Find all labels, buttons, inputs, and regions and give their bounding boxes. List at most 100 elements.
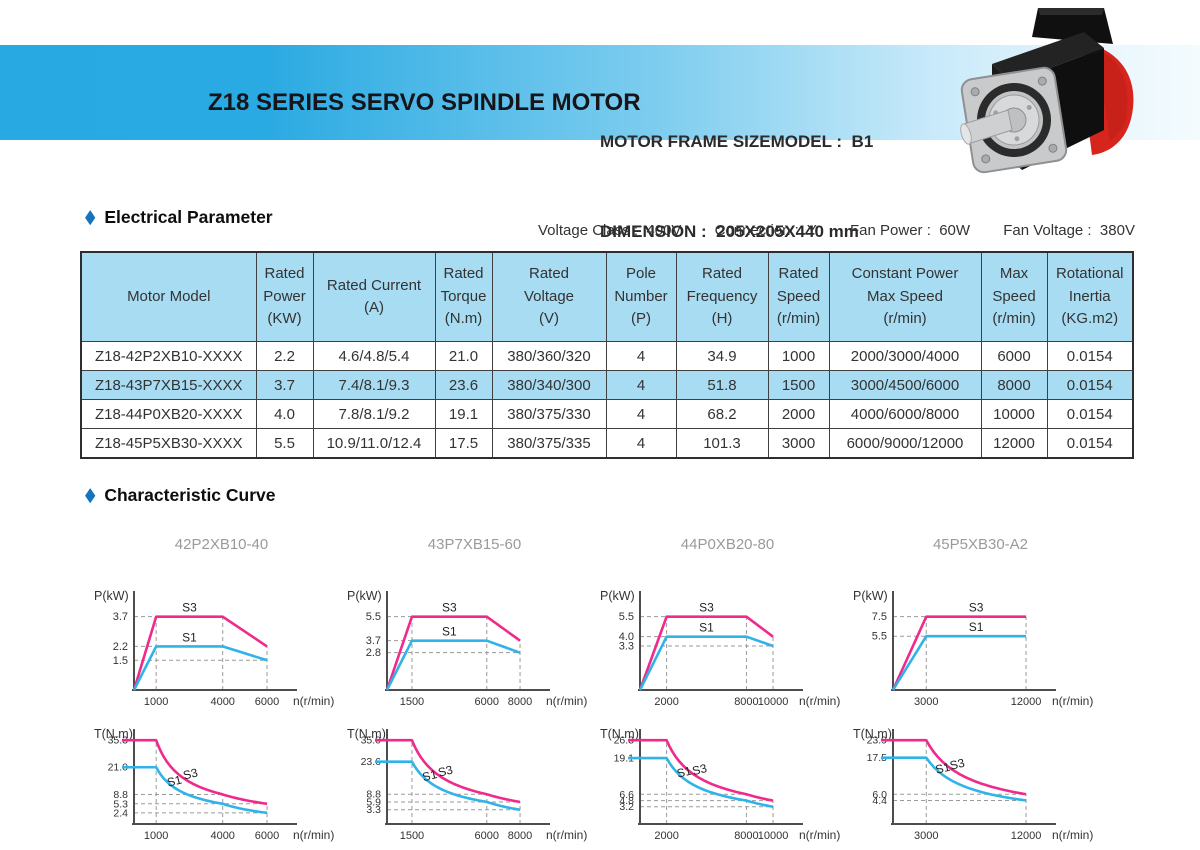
svg-text:S3: S3 — [182, 765, 200, 782]
parameters-table-wrap: Motor Model Rated Power (KW) Rated Current… — [80, 251, 1134, 459]
svg-text:3.3: 3.3 — [366, 804, 381, 816]
chart-title-1: 42P2XB10-40 — [174, 536, 269, 553]
svg-text:8000: 8000 — [734, 830, 758, 842]
page-title: Z18 SERIES SERVO SPINDLE MOTOR — [208, 89, 641, 116]
chart-title-2: 43P7XB15-60 — [427, 536, 522, 553]
table-cell: 10.9/11.0/12.4 — [312, 428, 436, 459]
table-row: Z18-45P5XB30-XXXX 5.5 10.9/11.0/12.4 17.5 38… — [80, 428, 1134, 459]
characteristic-curve-label: Characteristic Curve — [104, 485, 276, 505]
table-cell: Z18-42P2XB10-XXXX — [80, 341, 257, 371]
table-cell: 101.3 — [675, 428, 769, 459]
table-cell: 0.0154 — [1046, 399, 1134, 429]
electrical-specs-line: Voltage Class : 400V Connection : Y Fan … — [538, 222, 1135, 239]
power-chart-44P0XB20: P(kW) n(r/min) 5.5 4.03.3 2000 8000 10000 S3 S1 — [600, 589, 840, 708]
svg-text:6000: 6000 — [475, 696, 499, 708]
svg-text:T(N.m): T(N.m) — [853, 727, 892, 741]
svg-text:4.0: 4.0 — [619, 631, 634, 643]
table-cell: 17.5 — [434, 428, 493, 459]
table-cell: 5.5 — [255, 428, 314, 459]
connection-spec: Connection : Y — [714, 222, 817, 239]
column-header: Rated Power (KW) — [255, 251, 314, 342]
column-header: Constant Power Max Speed (r/min) — [828, 251, 982, 342]
table-cell: 21.0 — [434, 341, 493, 371]
svg-text:2000: 2000 — [654, 830, 678, 842]
svg-text:10000: 10000 — [758, 830, 789, 842]
svg-text:8.8: 8.8 — [366, 789, 381, 801]
chart-title-4: 45P5XB30-A2 — [932, 536, 1029, 553]
svg-text:S3: S3 — [437, 762, 455, 779]
column-header: Rated Frequency (H) — [675, 251, 769, 342]
table-cell: 1500 — [767, 370, 830, 400]
svg-text:12000: 12000 — [1011, 696, 1042, 708]
torque-chart-44P0XB20: T(N.m) n(r/min) 26.3 19.1 6.64.83.2 2000 8000 1… — [600, 727, 840, 842]
svg-text:T(N.m): T(N.m) — [347, 727, 386, 741]
svg-text:4.4: 4.4 — [872, 795, 887, 807]
svg-text:19.1: 19.1 — [614, 753, 635, 765]
svg-text:S3: S3 — [182, 601, 197, 615]
power-chart-43P7XB15: P(kW) n(r/min) 5.5 3.72.8 1500 6000 8000 S3 S1 — [347, 589, 587, 708]
frame-size-line: MOTOR FRAME SIZEMODEL : B1 — [600, 132, 874, 151]
svg-text:23.6: 23.6 — [361, 756, 382, 768]
table-cell: 51.8 — [675, 370, 769, 400]
svg-text:8000: 8000 — [734, 696, 758, 708]
electrical-parameter-heading: ◆ Electrical Parameter — [84, 207, 272, 228]
table-cell: 3.7 — [255, 370, 314, 400]
svg-text:4000: 4000 — [210, 830, 234, 842]
table-cell: 7.8/8.1/9.2 — [312, 399, 436, 429]
table-row: Z18-44P0XB20-XXXX 4.0 7.8/8.1/9.2 19.1 380/3… — [80, 399, 1134, 429]
table-cell: 4 — [605, 341, 677, 371]
table-cell: 380/375/335 — [491, 428, 607, 459]
column-header: Motor Model — [80, 251, 257, 342]
table-cell: 4.6/4.8/5.4 — [312, 341, 436, 371]
table-cell: 4 — [605, 370, 677, 400]
voltage-class-spec: Voltage Class : 400V — [538, 222, 682, 239]
table-row: Z18-42P2XB10-XXXX 2.2 4.6/4.8/5.4 21.0 380/3… — [80, 341, 1134, 371]
svg-text:S1: S1 — [699, 621, 714, 635]
table-cell: 1000 — [767, 341, 830, 371]
svg-text:S1: S1 — [934, 760, 952, 777]
svg-text:S3: S3 — [699, 601, 714, 615]
table-cell: 4000/6000/8000 — [828, 399, 982, 429]
power-chart-42P2XB10: P(kW) n(r/min) 3.7 2.2 1.5 1000 4000 6000 S3 S1 — [94, 589, 334, 708]
svg-text:S1: S1 — [969, 620, 984, 634]
header-info: MOTOR FRAME SIZEMODEL : B1 DIMENSION : 2… — [600, 67, 873, 307]
table-cell: 0.0154 — [1046, 428, 1134, 459]
table-cell: 0.0154 — [1046, 370, 1134, 400]
table-cell: 12000 — [980, 428, 1048, 459]
table-cell: 380/340/300 — [491, 370, 607, 400]
svg-text:1500: 1500 — [400, 830, 424, 842]
svg-text:n(r/min): n(r/min) — [546, 828, 587, 842]
svg-text:23.9: 23.9 — [867, 735, 888, 747]
table-cell: 34.9 — [675, 341, 769, 371]
chart-titles-row: 42P2XB10-40 43P7XB15-60 44P0XB20-80 45P5… — [95, 536, 1107, 553]
table-cell: 4.0 — [255, 399, 314, 429]
power-chart-45P5XB30: P(kW) n(r/min) 7.5 5.5 3000 12000 S3 S1 — [853, 589, 1093, 708]
power-charts-row: P(kW) n(r/min) 3.7 2.2 1.5 1000 4000 6000 S3 S1 P… — [88, 586, 1100, 714]
svg-text:n(r/min): n(r/min) — [293, 828, 334, 842]
svg-text:5.3: 5.3 — [113, 798, 128, 810]
fan-power-spec: Fan Power : 60W — [850, 222, 971, 239]
parameters-table: Motor Model Rated Power (KW) Rated Current… — [80, 251, 1134, 459]
column-header: Rated Current (A) — [312, 251, 436, 342]
svg-text:S3: S3 — [442, 601, 457, 615]
table-cell: 8000 — [980, 370, 1048, 400]
svg-text:n(r/min): n(r/min) — [1052, 694, 1093, 708]
svg-text:P(kW): P(kW) — [600, 589, 635, 603]
svg-text:6000: 6000 — [255, 696, 279, 708]
svg-text:17.5: 17.5 — [867, 752, 888, 764]
svg-text:T(N.m): T(N.m) — [600, 727, 639, 741]
svg-text:6.0: 6.0 — [872, 789, 887, 801]
table-cell: 6000/9000/12000 — [828, 428, 982, 459]
table-cell: 68.2 — [675, 399, 769, 429]
column-header: Pole Number (P) — [605, 251, 677, 342]
column-header: Rated Speed (r/min) — [767, 251, 830, 342]
table-cell: 4 — [605, 399, 677, 429]
svg-text:6000: 6000 — [255, 830, 279, 842]
chart-title-3: 44P0XB20-80 — [680, 536, 775, 553]
torque-chart-45P5XB30: T(N.m) n(r/min) 23.9 17.5 6.04.4 3000 12000 S3S… — [853, 727, 1093, 842]
svg-text:21.0: 21.0 — [108, 762, 129, 774]
table-cell: 10000 — [980, 399, 1048, 429]
svg-text:n(r/min): n(r/min) — [293, 694, 334, 708]
svg-text:S1: S1 — [182, 630, 197, 644]
svg-text:1000: 1000 — [144, 696, 168, 708]
